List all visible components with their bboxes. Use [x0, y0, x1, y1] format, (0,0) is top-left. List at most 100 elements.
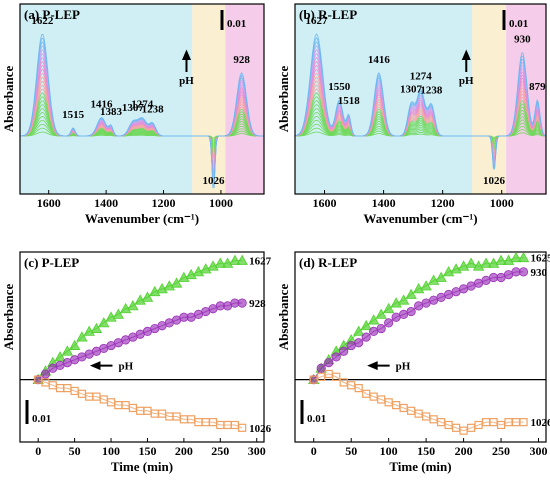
spectrum-curve	[294, 33, 546, 170]
peak-label: 1026	[202, 175, 225, 187]
data-point-triangle	[360, 319, 372, 331]
plot-frame	[19, 3, 265, 195]
data-point-square	[332, 372, 341, 381]
data-point-triangle	[353, 325, 365, 336]
data-point-circle	[384, 318, 394, 328]
data-point-triangle	[465, 257, 477, 268]
data-point-square	[238, 423, 247, 432]
peak-label: 1238	[142, 104, 165, 116]
peak-label: 928	[233, 54, 250, 66]
panel-b-ir-spectra: 1600 1400 1200 1000 (b) R-LEP Absorbance Waven…	[276, 3, 547, 226]
data-point-triangle	[397, 294, 410, 305]
data-point-triangle	[112, 308, 125, 319]
data-point-triangle	[367, 314, 380, 325]
data-point-triangle	[214, 257, 226, 268]
series-label: 1625	[531, 253, 550, 265]
data-point-triangle	[207, 260, 219, 271]
data-point-circle	[40, 369, 51, 379]
data-point-triangle	[185, 268, 197, 280]
x-tick-label: 1000	[209, 196, 233, 210]
peak-label: 1550	[328, 81, 351, 93]
data-point-circle	[518, 267, 529, 277]
data-point-circle	[324, 357, 334, 368]
x-tick-label: 1000	[490, 196, 514, 210]
data-point-triangle	[236, 254, 248, 265]
peak-label: 1622	[31, 15, 54, 27]
series-line	[313, 373, 524, 432]
series-label: 1026	[531, 417, 550, 429]
peak-label: 1416	[91, 99, 114, 111]
scale-bar-label: 0.01	[227, 18, 246, 30]
x-axis-label: Wavenumber (cm⁻¹)	[85, 211, 199, 226]
x-tick-label: 250	[492, 444, 510, 458]
x-tick-label: 50	[69, 444, 81, 458]
x-tick-label: 0	[311, 444, 317, 458]
plot-frame	[294, 251, 547, 443]
ph-label: pH	[459, 75, 474, 87]
data-point-triangle	[427, 274, 440, 285]
data-point-circle	[376, 323, 386, 334]
peak-label: 1416	[368, 54, 391, 66]
data-point-triangle	[149, 285, 161, 297]
data-point-circle	[354, 338, 364, 348]
x-axis-label: Time (min)	[389, 459, 451, 474]
series-line	[38, 379, 243, 429]
peak-label: 1627	[306, 15, 329, 27]
panel-a-ir-spectra: 1600 1400 1200 1000 (a) P-LEP Absorbance Waven…	[1, 3, 265, 226]
panel-title: (a) P-LEP	[24, 7, 80, 22]
data-point-square	[519, 418, 528, 427]
ph-label: pH	[118, 361, 133, 373]
data-point-circle	[406, 306, 416, 317]
x-tick-label: 300	[530, 444, 548, 458]
y-axis-label: Absorbance	[276, 66, 291, 133]
data-point-triangle	[98, 317, 110, 328]
data-point-triangle	[390, 297, 402, 308]
x-tick-label: 200	[455, 444, 473, 458]
panel-title: (c) P-LEP	[24, 255, 79, 270]
x-tick-label: 50	[345, 444, 357, 458]
panel-title: (b) R-LEP	[299, 7, 357, 22]
panel-c-time-series: 1627 928 1026 0 50 100 150 200 250 300 (c) P-LEP Ab…	[1, 251, 272, 474]
data-point-circle	[361, 332, 371, 342]
y-axis-label: Absorbance	[1, 66, 16, 133]
data-point-triangle	[375, 308, 387, 319]
data-point-triangle	[76, 331, 88, 342]
data-point-triangle	[405, 288, 417, 299]
panel-d-time-series: 1625 930 1026 0 50 100 150 200 250 300 (d) R-LEP Ab…	[276, 251, 550, 474]
data-point-triangle	[170, 277, 183, 288]
data-point-triangle	[221, 257, 234, 268]
data-point-triangle	[450, 263, 462, 274]
data-point-triangle	[61, 345, 74, 356]
x-tick-label: 1600	[313, 196, 337, 210]
data-point-triangle	[134, 294, 146, 305]
data-point-triangle	[83, 325, 95, 336]
ph-arrow	[181, 49, 192, 72]
data-point-triangle	[382, 302, 395, 314]
x-tick-label: 150	[417, 444, 435, 458]
data-point-triangle	[163, 280, 175, 291]
data-point-triangle	[90, 322, 103, 333]
data-point-circle	[316, 363, 326, 373]
data-point-circle	[339, 346, 349, 356]
data-point-triangle	[178, 271, 190, 282]
data-point-triangle	[119, 302, 132, 314]
x-tick-label: 150	[138, 444, 156, 458]
data-point-triangle	[200, 263, 212, 274]
ph-arrow	[367, 361, 390, 371]
data-point-square	[354, 384, 363, 393]
y-axis-label: Absorbance	[276, 284, 291, 351]
shaded-region	[472, 4, 507, 194]
data-point-triangle	[517, 251, 530, 263]
scale-bar-label: 0.01	[509, 18, 528, 30]
peak-label: 1274	[410, 70, 433, 82]
scale-bar-label: 0.01	[32, 413, 51, 425]
peak-label: 879	[529, 81, 546, 93]
data-point-triangle	[105, 311, 117, 322]
data-point-triangle	[141, 291, 154, 302]
data-point-circle	[331, 352, 341, 362]
ph-label: pH	[179, 75, 194, 87]
peak-label: 1026	[483, 175, 506, 187]
plot-frame	[19, 251, 265, 443]
scale-bar-label: 0.01	[307, 413, 326, 425]
